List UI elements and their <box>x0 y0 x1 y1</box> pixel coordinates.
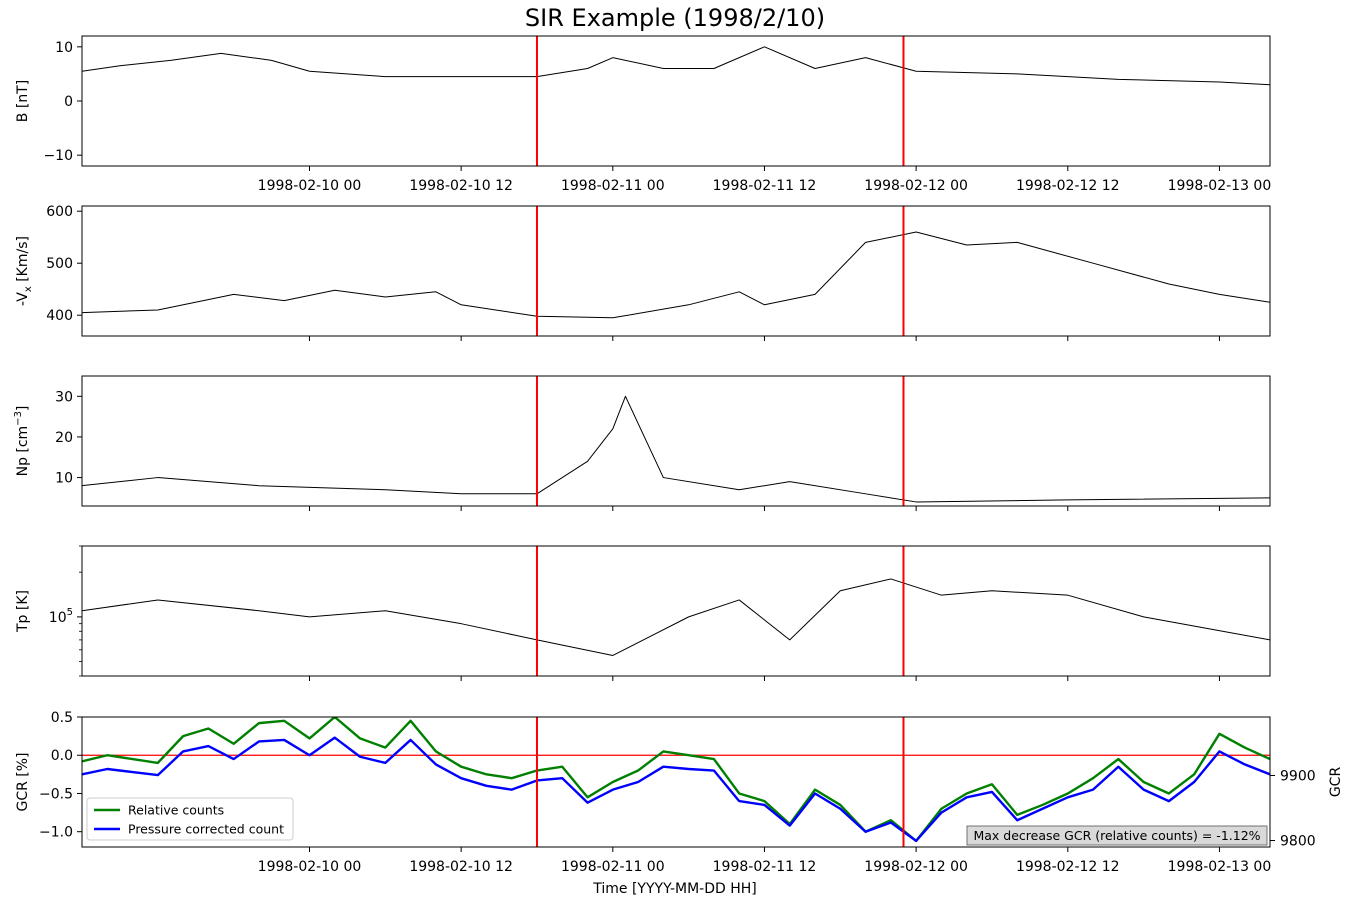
y-tick-label: 105 <box>49 607 73 626</box>
panel-frame <box>81 205 1271 337</box>
plot-area <box>82 717 1270 843</box>
y-axis-label: Np [cm−3] <box>13 406 31 477</box>
y-right-tick-label: 9900 <box>1280 769 1316 785</box>
series-line-pressure-corrected-count <box>82 736 1270 843</box>
x-tick-label: 1998-02-12 12 <box>1016 178 1120 194</box>
y-axis-label: GCR [%] <box>15 752 31 811</box>
panel-frame <box>81 545 1271 677</box>
y-tick-label: 0 <box>64 94 73 110</box>
x-tick-label: 1998-02-11 00 <box>561 178 665 194</box>
plot-area <box>82 578 1270 656</box>
y-right-axis-label: GCR <box>1328 767 1344 798</box>
y-tick-label: 10 <box>55 40 73 56</box>
panel-3: 10 20 30 Np [cm−3] <box>13 375 1271 511</box>
series-line-panel2 <box>82 231 1270 319</box>
x-tick-label: 1998-02-12 00 <box>864 859 968 875</box>
x-axis-label: Time [YYYY-MM-DD HH] <box>592 881 757 897</box>
panel-4: 105 Tp [K] <box>15 545 1271 681</box>
series-line-panel4 <box>82 578 1270 656</box>
y-axis-label: B [nT] <box>15 80 31 122</box>
y-tick-label: −0.5 <box>39 786 73 802</box>
series-line-panel1 <box>82 46 1270 86</box>
series-line-panel3 <box>82 395 1270 503</box>
x-tick-label: 1998-02-11 12 <box>713 178 817 194</box>
annotation-box <box>966 825 1268 846</box>
y-tick-label: 10 <box>55 471 73 487</box>
y-axis-label: Tp [K] <box>15 590 31 633</box>
x-tick-label: 1998-02-11 12 <box>713 859 817 875</box>
panel-5: −1.0 −0.5 0.0 0.5 1998-02-10 00 1998-02-10 12… <box>15 710 1344 875</box>
y-axis-label: -Vx [Km/s] <box>15 236 34 306</box>
annotation: Max decrease GCR (relative counts) = -1.… <box>966 825 1268 846</box>
series-line-relative-counts <box>82 717 1270 843</box>
legend-label: Relative counts <box>128 803 224 818</box>
plot-area <box>82 395 1270 503</box>
panels: −10 0 10 1998-02-10 00 1998-02-10 12 1998-02-… <box>13 35 1344 875</box>
x-tick-label: 1998-02-10 00 <box>258 859 362 875</box>
y-right-tick-label: 9800 <box>1280 834 1316 850</box>
y-tick-label: 600 <box>46 204 73 220</box>
x-tick-label: 1998-02-13 00 <box>1168 859 1272 875</box>
x-tick-label: 1998-02-11 00 <box>561 859 665 875</box>
legend-label: Pressure corrected count <box>128 822 284 837</box>
y-tick-label: 0.5 <box>51 710 73 726</box>
panel-2: 400 500 600 -Vx [Km/s] <box>15 204 1271 341</box>
figure-title: SIR Example (1998/2/10) <box>525 4 825 32</box>
x-tick-label: 1998-02-10 12 <box>409 859 513 875</box>
panel-frame <box>81 375 1271 507</box>
annotation-text: Max decrease GCR (relative counts) = -1.… <box>973 828 1260 843</box>
x-tick-label: 1998-02-12 00 <box>864 178 968 194</box>
x-tick-label: 1998-02-10 00 <box>258 178 362 194</box>
plot-area <box>82 46 1270 86</box>
y-tick-label: 500 <box>46 256 73 272</box>
legend: Relative counts Pressure corrected count <box>86 797 294 841</box>
y-tick-label: 30 <box>55 389 73 405</box>
plot-area <box>82 231 1270 319</box>
y-tick-label: −10 <box>43 148 73 164</box>
y-tick-label: −1.0 <box>39 825 73 841</box>
x-tick-label: 1998-02-10 12 <box>409 178 513 194</box>
y-tick-label: 20 <box>55 430 73 446</box>
y-tick-label: 400 <box>46 308 73 324</box>
panel-1: −10 0 10 1998-02-10 00 1998-02-10 12 1998-02-… <box>15 35 1272 194</box>
panel-frame <box>81 716 1271 848</box>
legend-box <box>86 797 294 841</box>
x-tick-label: 1998-02-12 12 <box>1016 859 1120 875</box>
x-tick-label: 1998-02-13 00 <box>1168 178 1272 194</box>
y-tick-label: 0.0 <box>51 748 73 764</box>
